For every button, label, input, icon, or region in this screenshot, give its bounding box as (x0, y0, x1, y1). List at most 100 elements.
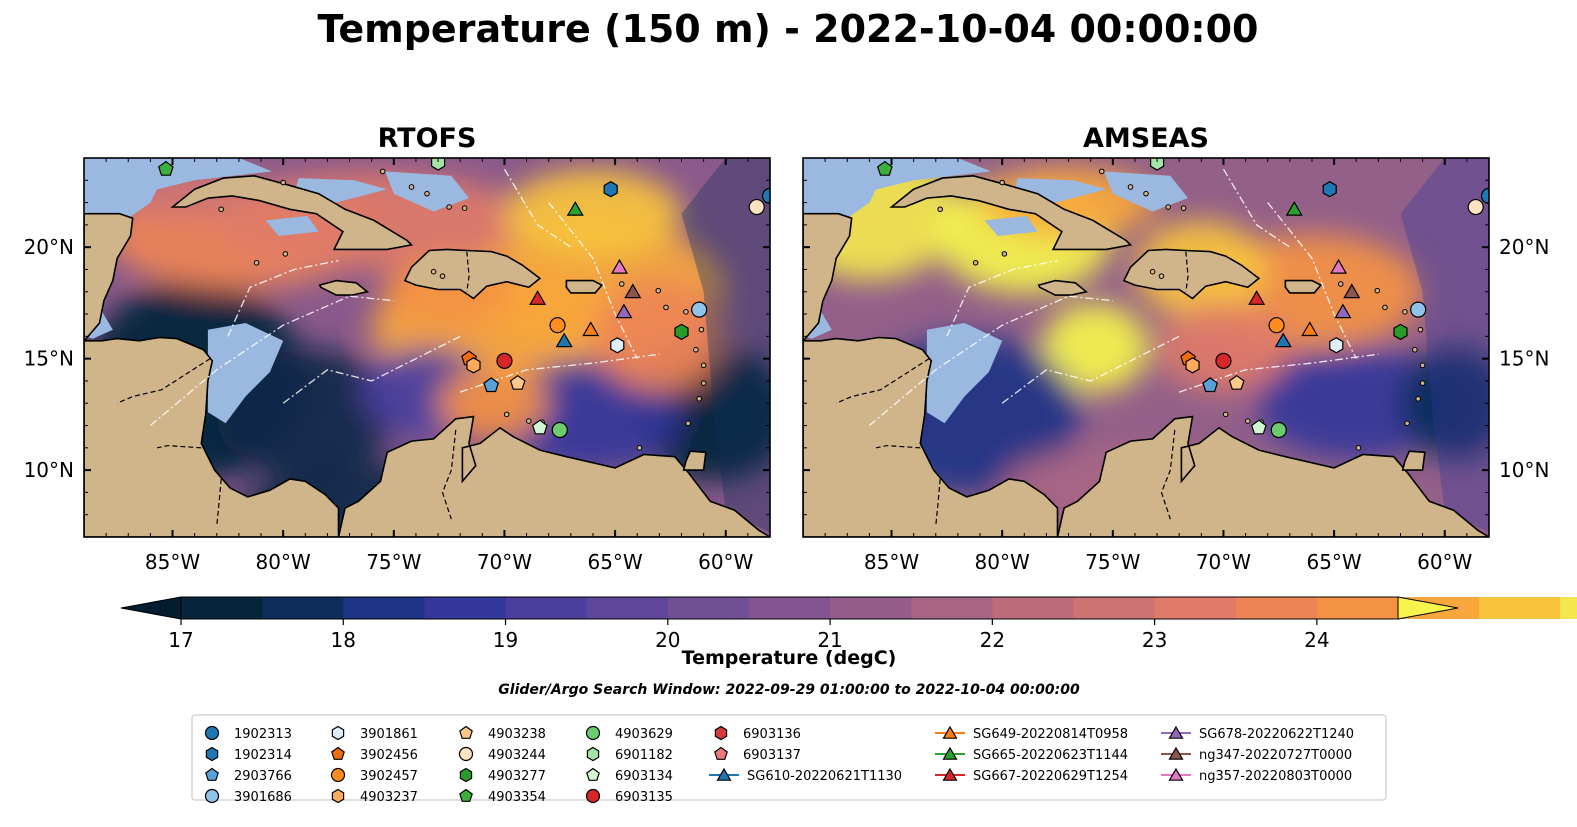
colorbar-extend-low (120, 596, 182, 620)
legend-item: 3901861 (331, 725, 418, 742)
island (1165, 204, 1171, 210)
colorbar-tick-label: 22 (980, 628, 1005, 652)
map-content (803, 158, 1489, 537)
colorbar-segment (262, 597, 344, 619)
point-1902314 (1322, 181, 1337, 198)
point-3901861 (1329, 337, 1344, 354)
legend-label: 3901861 (360, 727, 418, 742)
land-puertoRico (565, 279, 604, 294)
island (700, 380, 707, 386)
y-tick-label-right: 15°N (1499, 347, 1549, 371)
island (1337, 281, 1344, 287)
island (999, 179, 1005, 186)
shallow-shelf (926, 323, 1003, 424)
legend-marker (585, 725, 601, 741)
national-border (216, 478, 222, 526)
land-southAmerica (1056, 415, 1489, 537)
colorbar-tick-label: 18 (331, 628, 356, 652)
legend-item: 3902457 (330, 767, 418, 784)
legend-marker (331, 725, 345, 741)
y-tick-label-left: 10°N (24, 458, 74, 482)
eez-boundary (149, 295, 394, 427)
legend-label: 6901182 (615, 748, 673, 763)
legend-label: 4903277 (488, 769, 546, 784)
point-SG649-20220814T0958 (582, 321, 600, 337)
legend-label: 4903238 (488, 727, 546, 742)
eez-boundary (1267, 202, 1357, 359)
x-tick-label: 80°W (975, 550, 1030, 574)
island (280, 179, 286, 186)
x-axis-ticks: 85°W 80°W 75°W 70°W 65°W 60°W 85°W 80°W 75°W 70°W… (145, 550, 1473, 574)
point-4903354 (157, 160, 174, 176)
island (1001, 251, 1008, 257)
florida-strait-shelf (803, 158, 992, 194)
colorbar-segment (1154, 597, 1237, 619)
legend-label: 1902313 (234, 727, 292, 742)
legend-marker (1168, 746, 1184, 760)
point-SG665-20220623T1144 (566, 201, 584, 216)
legend-item: 1902314 (205, 746, 292, 763)
colorbar-segment (1235, 597, 1318, 619)
island (937, 206, 944, 213)
legend-label: 6903136 (743, 727, 801, 742)
land-southAmerica (337, 415, 770, 537)
legend-item: 6903137 (714, 746, 801, 763)
colorbar-segment (1560, 597, 1577, 619)
national-border (116, 358, 211, 404)
legend-label: SG665-20220623T1144 (973, 748, 1128, 763)
legend-marker (1168, 725, 1184, 739)
point-4903244 (748, 198, 765, 216)
legend-label: SG649-20220814T0958 (973, 727, 1128, 742)
temperature-anomaly (216, 347, 394, 482)
island (379, 168, 386, 175)
legend-marker (586, 767, 600, 781)
island (1127, 184, 1134, 190)
island (693, 346, 699, 353)
island (1419, 380, 1426, 386)
figure-title: Temperature (150 m) - 2022-10-04 00:00:0… (317, 7, 1258, 51)
x-tick-label: 85°W (145, 550, 200, 574)
point-4903277 (674, 323, 689, 341)
map-content (84, 158, 770, 537)
shallow-shelf (984, 216, 1038, 236)
island (700, 362, 707, 369)
point-6903135 (496, 352, 513, 369)
island (1149, 268, 1156, 275)
colorbar-segment (181, 597, 263, 619)
legend-label: 4903629 (615, 727, 673, 742)
legend-marker (942, 725, 958, 739)
temperature-anomaly (504, 169, 682, 259)
colorbar-segment (424, 597, 507, 619)
observation-points (876, 158, 1489, 439)
land-yucatan (84, 212, 134, 342)
island (1222, 411, 1229, 418)
colorbar-segment (1316, 597, 1399, 619)
point-3901686 (691, 301, 708, 318)
island (503, 411, 510, 418)
national-border (441, 429, 457, 520)
colorbar-segment (1073, 597, 1156, 619)
colorbar: 17 18 19 20 21 22 23 24 (120, 596, 1577, 652)
island (698, 326, 705, 333)
island (1419, 362, 1426, 369)
land-cuba (889, 174, 1133, 251)
island (1402, 309, 1408, 315)
colorbar-segment (667, 597, 750, 619)
point-SG667-20220629T1254 (1248, 290, 1266, 305)
legend-item: 3902456 (331, 746, 418, 763)
x-tick-label: 70°W (477, 550, 532, 574)
legend-marker (458, 746, 474, 762)
eez-boundary (548, 202, 638, 359)
eez-boundary (503, 168, 572, 248)
legend-marker (459, 788, 473, 802)
point-ng347-20220727T0000 (624, 283, 642, 299)
point-4903238 (509, 374, 526, 390)
legend-item: 4903277 (459, 767, 546, 784)
x-tick-label: 80°W (256, 550, 311, 574)
legend-marker (331, 788, 345, 804)
island (461, 205, 468, 211)
colorbar-segment (586, 597, 669, 619)
island (1244, 418, 1251, 424)
legend: 1902313 1902314 2903766 3901686 3901861 39024… (191, 714, 1387, 805)
island (253, 259, 260, 266)
